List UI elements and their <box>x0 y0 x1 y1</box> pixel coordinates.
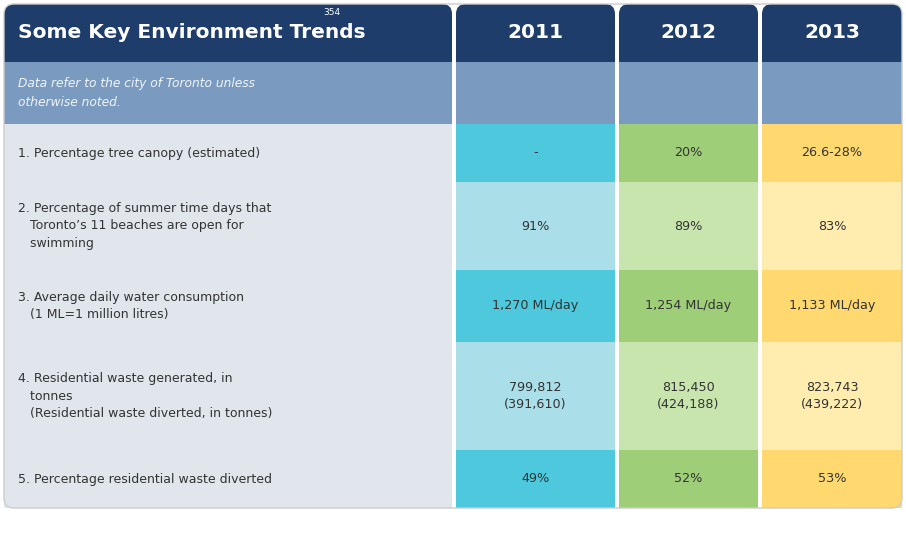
Text: 2011: 2011 <box>507 23 564 42</box>
Text: 1. Percentage tree canopy (estimated): 1. Percentage tree canopy (estimated) <box>18 146 260 160</box>
FancyBboxPatch shape <box>762 4 902 62</box>
Bar <box>456 182 615 270</box>
Bar <box>762 33 902 62</box>
Bar <box>4 124 452 182</box>
Text: 1,270 ML/day: 1,270 ML/day <box>492 300 579 312</box>
Text: 26.6-28%: 26.6-28% <box>802 146 863 160</box>
Text: 2. Percentage of summer time days that
   Toronto’s 11 beaches are open for
   s: 2. Percentage of summer time days that T… <box>18 202 272 250</box>
Bar <box>762 270 902 342</box>
Bar <box>456 270 615 342</box>
Bar <box>4 270 452 342</box>
Bar <box>619 342 758 450</box>
Text: 799,812
(391,610): 799,812 (391,610) <box>505 381 567 411</box>
Text: Data refer to the city of Toronto unless
otherwise noted.: Data refer to the city of Toronto unless… <box>18 77 255 108</box>
Text: 5. Percentage residential waste diverted: 5. Percentage residential waste diverted <box>18 473 272 485</box>
Text: 89%: 89% <box>674 220 703 232</box>
Bar <box>762 182 902 270</box>
Text: 49%: 49% <box>521 473 550 485</box>
Text: 53%: 53% <box>818 473 846 485</box>
Bar <box>762 342 902 450</box>
Text: 52%: 52% <box>674 473 703 485</box>
Text: 83%: 83% <box>818 220 846 232</box>
Bar <box>619 124 758 182</box>
Bar <box>619 450 758 508</box>
Text: 2012: 2012 <box>660 23 717 42</box>
Text: 815,450
(424,188): 815,450 (424,188) <box>658 381 719 411</box>
Bar <box>456 62 615 124</box>
Bar <box>762 124 902 182</box>
Bar <box>456 124 615 182</box>
FancyBboxPatch shape <box>456 4 615 62</box>
Bar <box>456 450 615 508</box>
Bar <box>456 33 615 62</box>
FancyBboxPatch shape <box>4 4 452 62</box>
Bar <box>4 33 452 62</box>
Text: Some Key Environment Trends: Some Key Environment Trends <box>18 23 366 42</box>
Bar <box>619 270 758 342</box>
Text: 1,133 ML/day: 1,133 ML/day <box>789 300 875 312</box>
Bar <box>762 62 902 124</box>
Bar <box>4 342 452 450</box>
Bar <box>4 450 452 508</box>
Bar <box>4 62 452 124</box>
Text: 354: 354 <box>323 8 340 17</box>
Bar <box>619 33 758 62</box>
Text: 4. Residential waste generated, in
   tonnes
   (Residential waste diverted, in : 4. Residential waste generated, in tonne… <box>18 372 273 420</box>
Text: 91%: 91% <box>521 220 550 232</box>
Text: 1,254 ML/day: 1,254 ML/day <box>645 300 731 312</box>
Bar <box>4 182 452 270</box>
FancyBboxPatch shape <box>619 4 758 62</box>
Text: 2013: 2013 <box>804 23 860 42</box>
Bar <box>619 62 758 124</box>
Bar <box>456 342 615 450</box>
Text: 20%: 20% <box>674 146 703 160</box>
Text: 3. Average daily water consumption
   (1 ML=1 million litres): 3. Average daily water consumption (1 ML… <box>18 291 244 321</box>
Bar <box>762 450 902 508</box>
Bar <box>619 182 758 270</box>
Text: -: - <box>534 146 538 160</box>
Text: 823,743
(439,222): 823,743 (439,222) <box>801 381 863 411</box>
